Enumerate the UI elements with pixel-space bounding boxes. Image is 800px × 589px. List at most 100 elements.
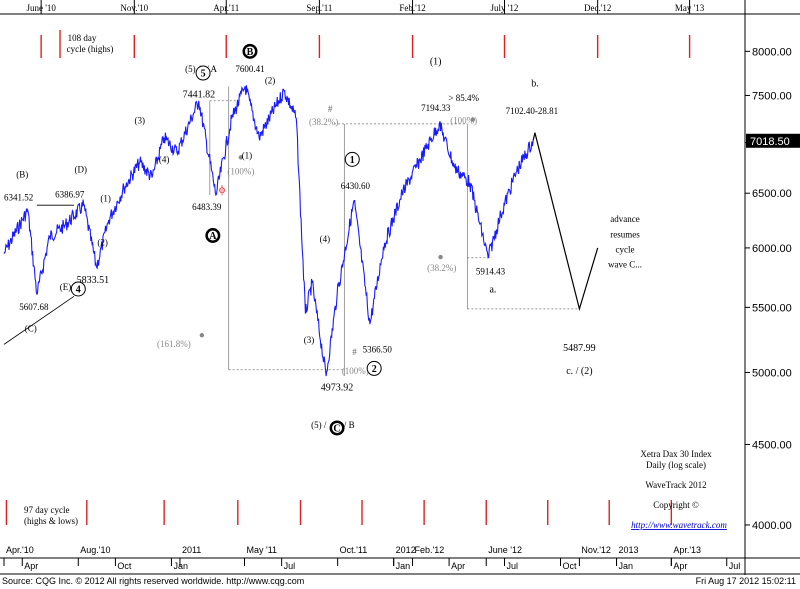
y-tick-label: 4500.00: [752, 439, 792, 451]
wave-label: (D): [74, 165, 87, 175]
wave-label: / B: [344, 420, 355, 430]
wave-circle-inner: [244, 46, 255, 57]
wave-label: > 85.4%: [448, 93, 479, 103]
wave-label: 7194.33: [421, 103, 451, 113]
wave-label: (C): [25, 323, 37, 333]
bottom-month-label: Oct: [563, 561, 578, 571]
bottom-month-label: Jul: [506, 561, 518, 571]
wave-circle-label: A: [209, 231, 217, 242]
y-tick-label: 6500.00: [752, 188, 792, 200]
guide-hash: #: [352, 347, 357, 357]
price-line: [3, 85, 534, 377]
wave-label: (3): [304, 335, 315, 345]
top-cycle-caption: cycle (highs): [67, 44, 114, 54]
bottom-month-label: Jul: [729, 561, 741, 571]
bottom-month-label: 2012: [396, 545, 416, 555]
guide-dot: [199, 333, 205, 338]
wave-circle: [70, 281, 86, 297]
wave-circle-inner: [332, 422, 343, 433]
y-tick-label: 8000.00: [752, 46, 792, 58]
wave-circle-label: 1: [350, 155, 355, 166]
wave-label: (1): [430, 56, 442, 67]
top-cycle-caption: 108 day: [68, 33, 97, 43]
top-month-label: Nov.'10: [120, 3, 148, 13]
y-tick-label: 7500.00: [752, 90, 792, 102]
price-series: [3, 85, 534, 377]
y-tick-label: 4000.00: [752, 520, 792, 532]
wave-label: (1): [242, 150, 253, 160]
bottom-month-label: Jul: [284, 561, 296, 571]
wave-label: 4973.92: [321, 382, 354, 393]
wave-label: 5833.51: [77, 275, 110, 286]
bottom-month-label: Apr: [451, 561, 465, 571]
wave-circle-label: 5: [201, 69, 206, 80]
wave-label: 6386.97: [55, 189, 85, 199]
wave-label: (3): [135, 115, 146, 125]
wave-circle: [344, 151, 360, 167]
chart-title: Xetra Dax 30 Index: [640, 449, 712, 459]
bottom-month-label: 2013: [619, 545, 639, 555]
top-month-label: May '13: [675, 3, 705, 13]
top-month-label: Feb.'12: [399, 3, 425, 13]
bottom-month-label: Aug.'10: [80, 545, 110, 555]
wave-label: (1): [100, 194, 111, 204]
wave-label: 7600.41: [235, 64, 264, 74]
wave-label: (2): [265, 76, 276, 86]
wave-label: (161.8%): [157, 339, 191, 349]
wave-label: 7441.82: [183, 89, 216, 100]
footer-timestamp: Fri Aug 17 2012 15:02:11: [695, 576, 796, 586]
brand-label: WaveTrack 2012: [645, 480, 706, 490]
last-price-label: 7018.50: [750, 136, 790, 148]
wave-label: wave C...: [608, 260, 642, 270]
bottom-month-label: Feb.'12: [415, 545, 445, 555]
bottom-month-label: June '12: [488, 545, 522, 555]
y-tick-label: 6000.00: [752, 243, 792, 255]
y-tick-label: 5000.00: [752, 367, 792, 379]
wave-circle-label: 4: [76, 284, 81, 295]
forecast-line: [532, 132, 599, 312]
top-month-label: July '12: [491, 3, 519, 13]
copyright-label: Copyright ©: [653, 500, 699, 510]
y-tick-label: 5500.00: [752, 302, 792, 314]
wave-label: 5607.68: [19, 302, 49, 312]
last-price-tag: [746, 133, 800, 148]
bottom-month-label: Apr: [673, 561, 687, 571]
bottom-month-label: Apr.'13: [673, 545, 701, 555]
wave-label: (E) /: [60, 282, 77, 292]
top-month-label: Dec.'12: [584, 3, 611, 13]
wave-label: (38.2%): [309, 117, 338, 127]
bottom-month-label: Oct.'11: [340, 545, 368, 555]
guide-hash: #: [328, 104, 333, 114]
top-month-label: Apr.'11: [213, 3, 239, 13]
wave-label: 6341.52: [4, 193, 33, 203]
wave-label: 5366.50: [363, 344, 393, 354]
wave-label: advance: [610, 214, 639, 224]
wave-label: (2): [97, 238, 108, 248]
wave-label: 6483.39: [192, 202, 222, 212]
wave-label: (100%): [342, 366, 369, 376]
guide-dot: [238, 155, 244, 160]
forecast-series: [532, 132, 599, 312]
wave-circle: [366, 360, 382, 376]
wave-label: (100%): [450, 115, 477, 125]
bottom-month-label: Apr: [24, 561, 38, 571]
bottom-month-label: 2011: [182, 545, 201, 555]
url-link[interactable]: http://www.wavetrack.com: [631, 520, 727, 530]
wave-circle-inner: [207, 230, 218, 241]
info-box: Xetra Dax 30 Index Daily (log scale) Wav…: [631, 449, 727, 530]
wave-circle-label: C: [333, 423, 340, 434]
wave-circle-label: 2: [372, 364, 377, 375]
guide-dot: [470, 117, 476, 122]
top-month-label: June '10: [26, 3, 56, 13]
wave-label: (38.2%): [427, 263, 456, 273]
fibonacci-guides: # # ϕ: [3, 86, 580, 377]
wave-label: 6430.60: [341, 181, 371, 191]
axes: 8000.007500.007000.006500.006000.005500.…: [0, 0, 800, 575]
wave-label: 5487.99: [563, 343, 596, 354]
top-month-label: Sep.'11: [306, 3, 332, 13]
wave-label: c. / (2): [566, 366, 592, 377]
bottom-month-label: Oct: [117, 561, 132, 571]
